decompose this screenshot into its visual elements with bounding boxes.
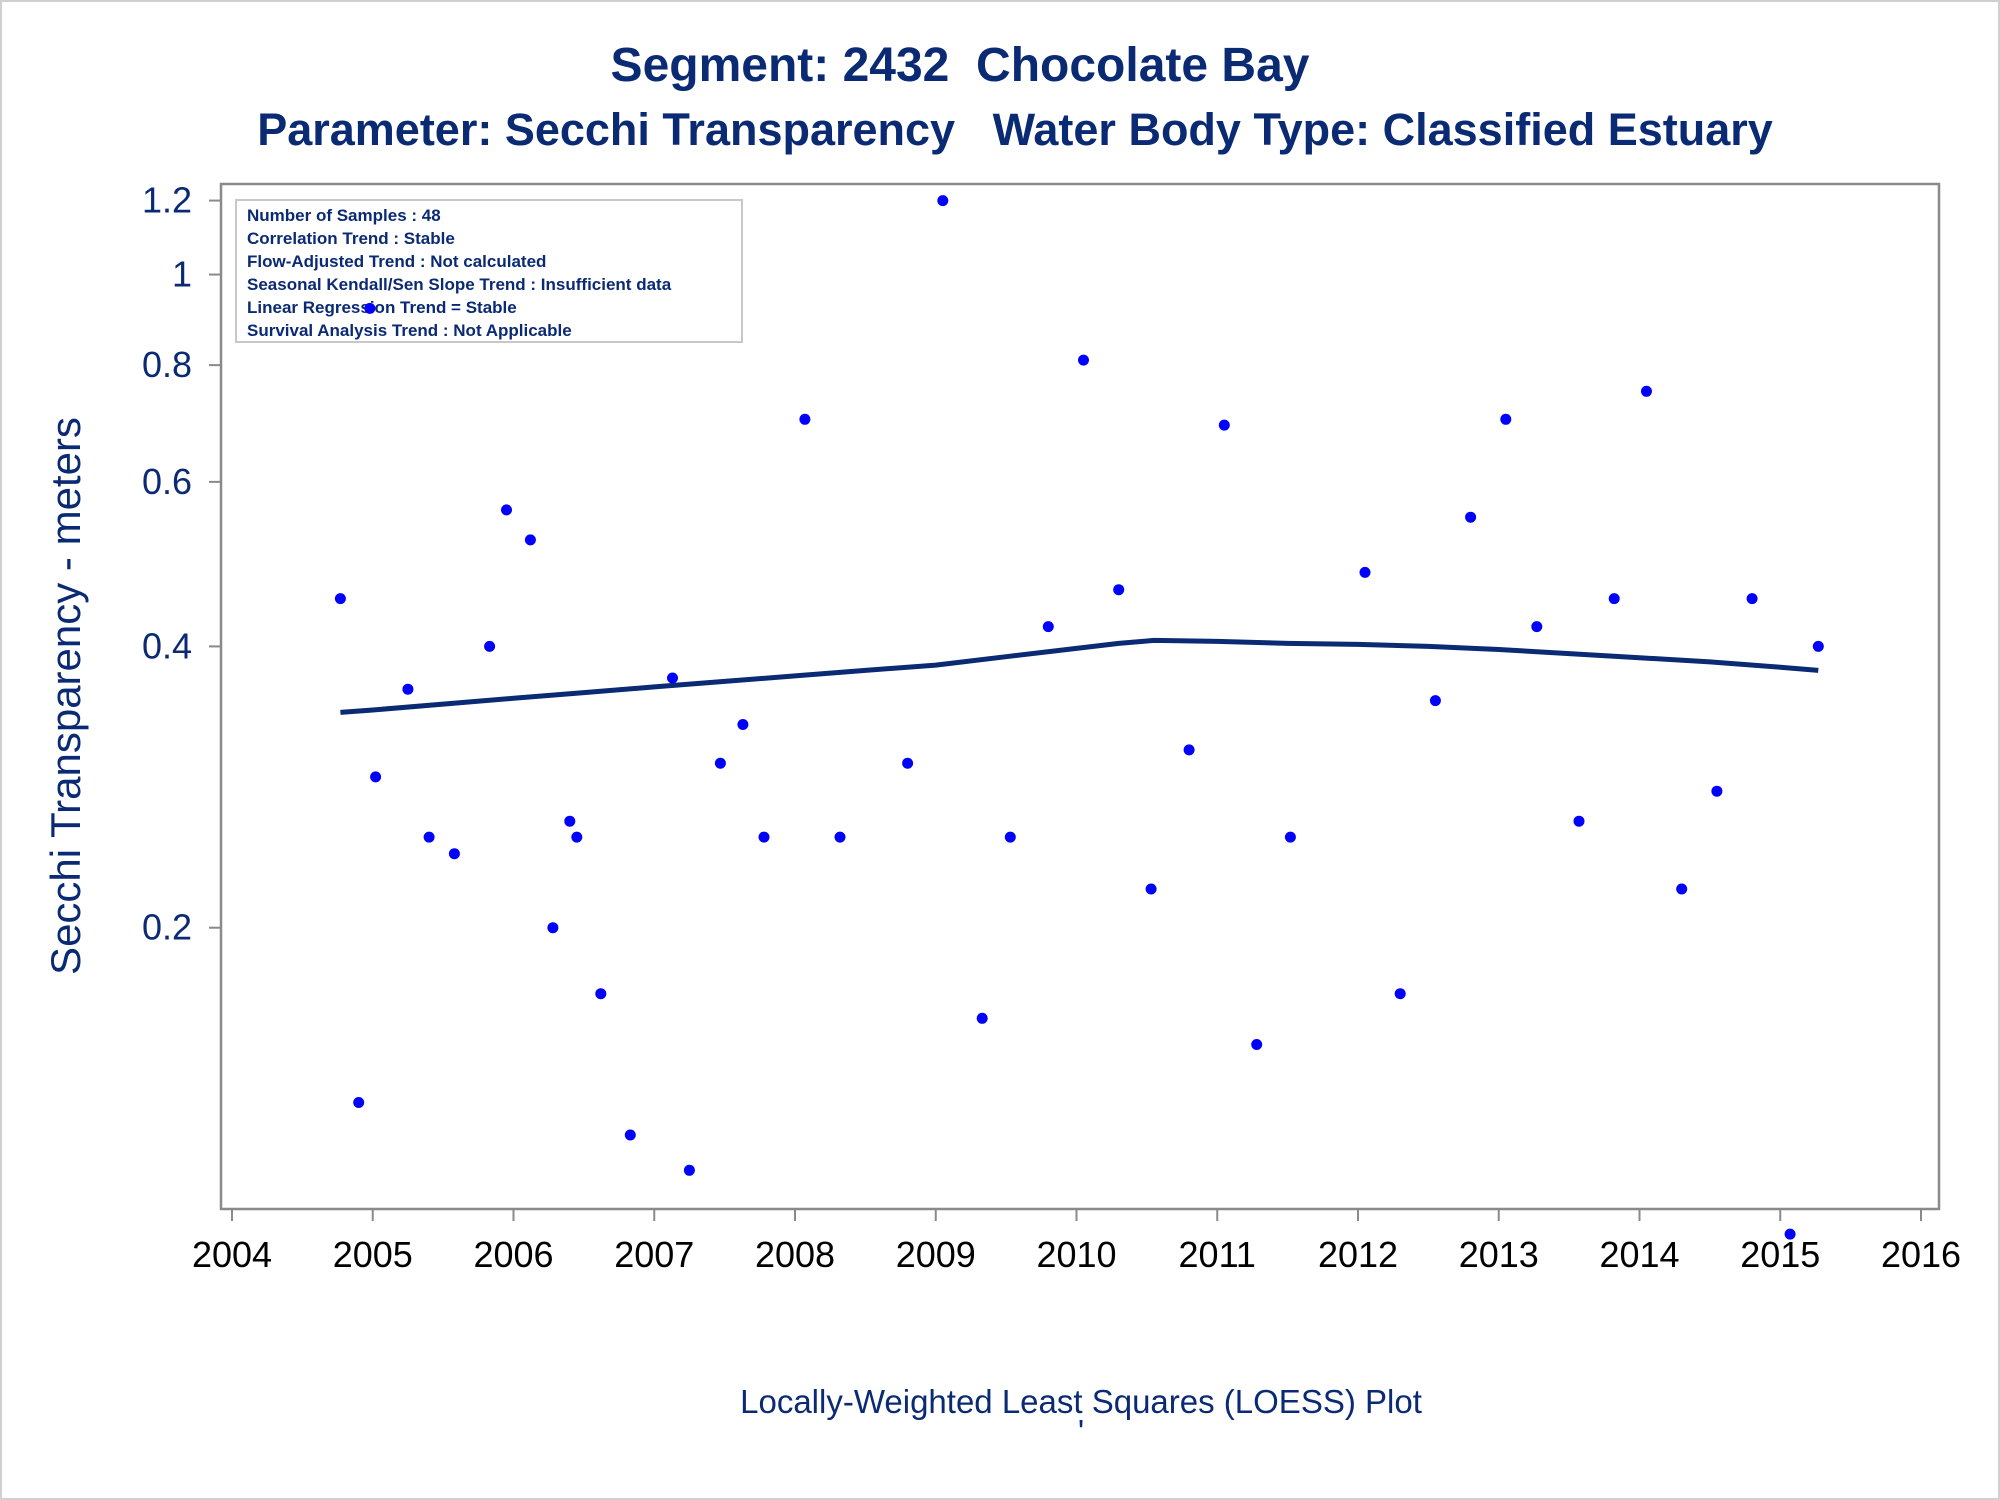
data-point bbox=[902, 757, 914, 769]
data-point bbox=[667, 672, 678, 684]
data-point bbox=[1359, 566, 1371, 578]
y-tick-label: 1.2 bbox=[142, 180, 192, 221]
stats-line: Number of Samples : 48 bbox=[247, 206, 441, 225]
y-tick-label: 0.6 bbox=[142, 461, 192, 502]
data-point bbox=[1812, 640, 1824, 652]
data-point bbox=[1429, 695, 1441, 707]
data-point bbox=[524, 534, 536, 546]
plot-area bbox=[219, 182, 1941, 1211]
x-tick-label: 2007 bbox=[614, 1234, 694, 1275]
data-point bbox=[834, 831, 846, 843]
footer-note: Locally-Weighted Least Squares (LOESS) P… bbox=[740, 1383, 1422, 1420]
stats-line: Seasonal Kendall/Sen Slope Trend : Insuf… bbox=[247, 275, 672, 294]
data-point bbox=[1042, 621, 1054, 633]
data-point bbox=[1608, 593, 1620, 605]
data-point bbox=[1746, 593, 1758, 605]
x-tick-label: 2004 bbox=[192, 1234, 272, 1275]
x-tick-label: 2015 bbox=[1740, 1234, 1820, 1275]
y-tick-label: 0.2 bbox=[142, 907, 192, 948]
data-point bbox=[353, 1097, 365, 1108]
data-point bbox=[595, 988, 607, 1000]
stats-lines: Number of Samples : 48 Correlation Trend… bbox=[247, 206, 672, 340]
data-point bbox=[1394, 988, 1406, 1000]
data-point bbox=[501, 504, 512, 516]
y-axis-label: Secchi Transparency - meters bbox=[42, 417, 89, 975]
data-point bbox=[484, 640, 496, 652]
footer-mark: ' bbox=[1078, 1413, 1084, 1450]
data-point bbox=[370, 771, 382, 783]
data-point bbox=[1784, 1228, 1796, 1240]
stats-box bbox=[235, 199, 743, 343]
data-point bbox=[1711, 785, 1723, 797]
x-tick-label: 2009 bbox=[896, 1234, 976, 1275]
data-point bbox=[1284, 831, 1296, 843]
data-point bbox=[423, 831, 435, 843]
data-point bbox=[1465, 511, 1477, 523]
x-tick-label: 2016 bbox=[1881, 1234, 1961, 1275]
data-point bbox=[1676, 883, 1688, 895]
data-point bbox=[1531, 621, 1543, 633]
stats-line: Linear Regression Trend = Stable bbox=[247, 298, 517, 317]
data-point bbox=[364, 302, 376, 314]
y-tick-label: 1 bbox=[172, 254, 192, 295]
y-tick-label: 0.4 bbox=[142, 625, 192, 666]
x-tick-label: 2013 bbox=[1459, 1234, 1539, 1275]
chart-subtitle: Parameter: Secchi Transparency Water Bod… bbox=[257, 104, 1773, 155]
data-point bbox=[976, 1012, 988, 1024]
data-point bbox=[1641, 385, 1652, 397]
data-marks bbox=[334, 195, 1824, 1240]
x-tick-label: 2010 bbox=[1036, 1234, 1116, 1275]
x-tick-label: 2014 bbox=[1599, 1234, 1679, 1275]
y-tick-label: 0.8 bbox=[142, 344, 192, 385]
data-point bbox=[448, 848, 460, 860]
data-point bbox=[402, 683, 414, 695]
data-point bbox=[714, 757, 726, 769]
stats-line: Flow-Adjusted Trend : Not calculated bbox=[247, 252, 546, 271]
x-tick-label: 2008 bbox=[755, 1234, 835, 1275]
data-point bbox=[1113, 584, 1125, 596]
stats-line: Survival Analysis Trend : Not Applicable bbox=[247, 321, 572, 340]
axes: 2004 2005 2006 2007 2008 2009 2010 2011 2012 2013… bbox=[142, 180, 1961, 1275]
data-point bbox=[571, 831, 583, 843]
data-point bbox=[1078, 354, 1089, 366]
data-point bbox=[1183, 744, 1195, 756]
chart-title: Segment: 2432 Chocolate Bay bbox=[610, 39, 1310, 92]
data-point bbox=[737, 719, 749, 730]
loess-line bbox=[340, 637, 1819, 715]
x-tick-label: 2011 bbox=[1179, 1234, 1256, 1275]
data-point bbox=[799, 413, 811, 425]
stats-line: Correlation Trend : Stable bbox=[247, 229, 455, 248]
data-point bbox=[683, 1164, 695, 1176]
x-tick-label: 2012 bbox=[1318, 1234, 1398, 1275]
data-point bbox=[1145, 883, 1157, 895]
data-point bbox=[1500, 413, 1512, 425]
data-point bbox=[547, 922, 559, 934]
data-point bbox=[1218, 419, 1230, 431]
data-point bbox=[1573, 815, 1585, 827]
data-point bbox=[334, 593, 346, 605]
data-point bbox=[1004, 831, 1016, 843]
data-point bbox=[937, 195, 949, 207]
x-tick-label: 2006 bbox=[473, 1234, 553, 1275]
data-point bbox=[564, 815, 576, 827]
data-point bbox=[1251, 1039, 1263, 1050]
x-tick-label: 2005 bbox=[333, 1234, 413, 1275]
data-point bbox=[624, 1129, 636, 1141]
data-point bbox=[758, 831, 770, 843]
